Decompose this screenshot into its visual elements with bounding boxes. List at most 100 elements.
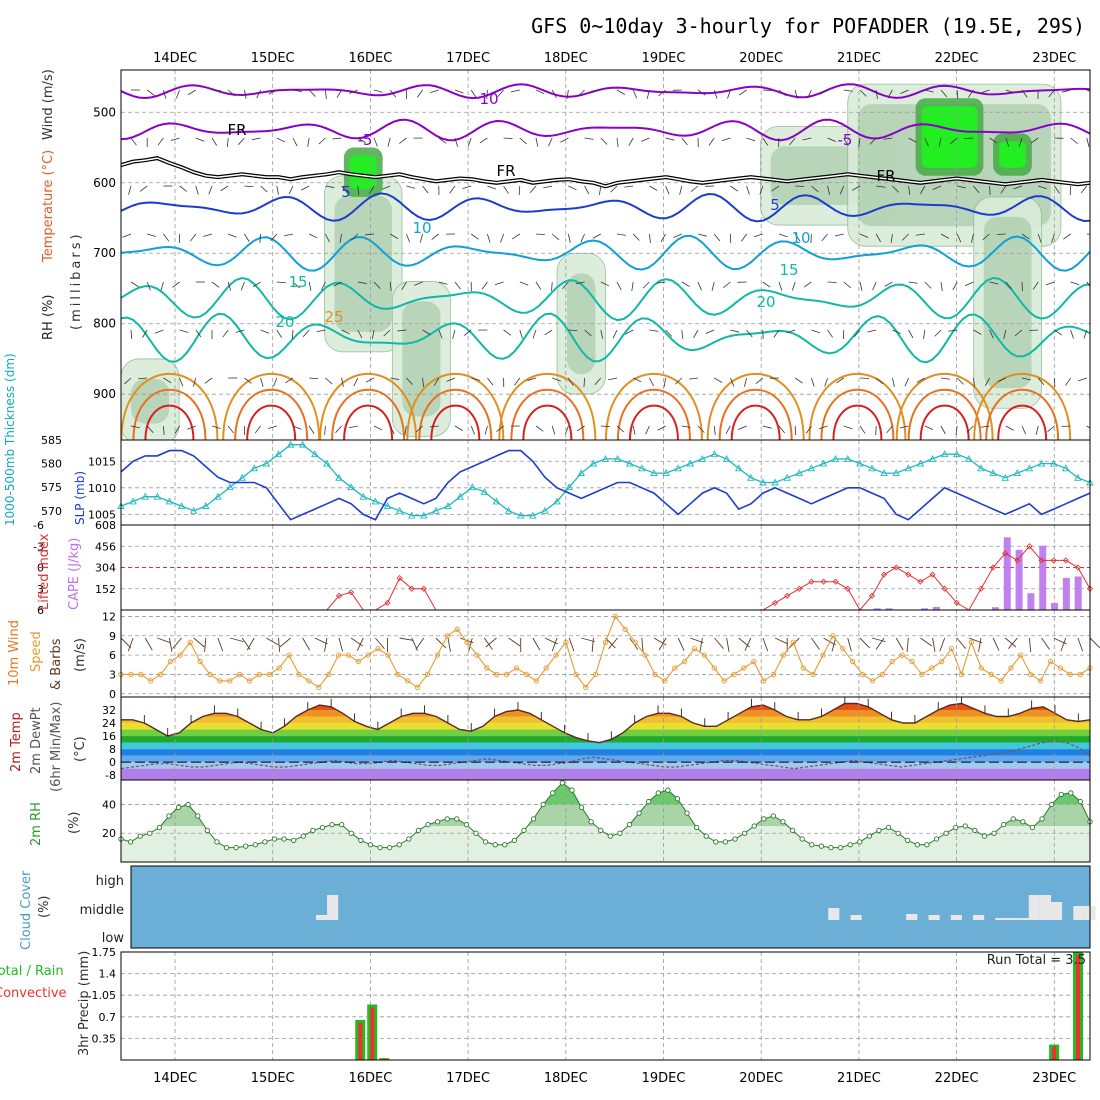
upper-wind-barb bbox=[794, 377, 803, 384]
bottom-date-label: 16DEC bbox=[348, 1071, 392, 1086]
wind-speed-point bbox=[899, 652, 905, 658]
li-point bbox=[1026, 543, 1033, 550]
rh-point bbox=[818, 843, 825, 849]
cloud-middle-bar bbox=[995, 918, 1007, 920]
precip-tick: 1.75 bbox=[92, 946, 117, 959]
upper-wind-barb bbox=[843, 137, 849, 147]
upper-wind-barb bbox=[616, 233, 626, 236]
wind-barb bbox=[658, 637, 667, 651]
isotherm bbox=[121, 83, 1090, 100]
li-point bbox=[396, 575, 403, 582]
upper-wind-barb bbox=[875, 377, 884, 385]
wind-barb bbox=[1004, 637, 1017, 648]
wind-speed-point bbox=[335, 652, 342, 658]
wind-speed-point bbox=[286, 652, 292, 658]
upper-wind-barb bbox=[778, 281, 783, 291]
upper-wind-barb bbox=[307, 137, 310, 147]
upper-wind-barb bbox=[632, 89, 638, 99]
rh-core-bright bbox=[999, 141, 1026, 168]
upper-wind-barb bbox=[438, 137, 447, 144]
wind-speed-point bbox=[780, 652, 787, 658]
upper-wind-barb bbox=[256, 89, 261, 99]
upper-wind-barb bbox=[454, 281, 461, 290]
thickness-point bbox=[444, 502, 452, 510]
upper-wind-barb bbox=[997, 377, 1006, 383]
wind-speed-point bbox=[869, 678, 876, 684]
upper-wind-barb bbox=[467, 137, 472, 147]
thickness-point bbox=[795, 469, 804, 477]
wind-speed-point bbox=[672, 665, 678, 671]
freezing-level-inner bbox=[121, 157, 1090, 188]
upper-wind-barb bbox=[357, 137, 366, 143]
upper-wind-barb bbox=[244, 89, 247, 99]
upper-wind-barb bbox=[471, 377, 480, 381]
wind-barb bbox=[217, 637, 224, 652]
cape-bar bbox=[1062, 577, 1070, 610]
upper-wind-barb bbox=[657, 425, 666, 431]
upper-wind-barb bbox=[124, 377, 132, 385]
top-date-label: 22DEC bbox=[935, 51, 979, 66]
upper-wind-barb bbox=[738, 425, 747, 430]
slp-line bbox=[120, 449, 1091, 521]
rh-point bbox=[271, 836, 278, 842]
upper-wind-barb bbox=[697, 89, 706, 96]
li-point bbox=[990, 564, 997, 571]
upper-wind-barb bbox=[827, 329, 833, 338]
wind-barb bbox=[350, 637, 363, 647]
isotherm bbox=[121, 276, 1090, 322]
upper-wind-barb bbox=[762, 425, 772, 429]
rh-tick: 20 bbox=[102, 827, 116, 840]
upper-wind-barb bbox=[908, 329, 914, 339]
rh-point bbox=[626, 821, 633, 828]
upper-wind-barb bbox=[208, 185, 213, 195]
upper-wind-barb bbox=[142, 329, 148, 338]
thickness-point bbox=[710, 450, 719, 458]
upper-wind-barb bbox=[697, 281, 702, 291]
rh-core-bright bbox=[349, 155, 377, 189]
upper-wind-barb bbox=[308, 89, 316, 97]
wind-barb bbox=[484, 637, 493, 650]
wind-barb bbox=[375, 637, 385, 650]
wind-speed-point bbox=[840, 646, 846, 652]
upper-wind-barb bbox=[389, 281, 392, 291]
upper-wind-barb bbox=[645, 425, 650, 435]
wind-barb bbox=[356, 637, 364, 651]
upper-wind-barb bbox=[591, 89, 601, 92]
upper-wind-barb bbox=[836, 377, 845, 384]
upper-wind-barb bbox=[660, 233, 666, 242]
upper-wind-barb bbox=[302, 329, 310, 337]
li-point bbox=[1086, 585, 1094, 592]
upper-wind-barb bbox=[399, 137, 407, 144]
wind-barb bbox=[699, 637, 703, 652]
rh-point bbox=[204, 827, 210, 834]
wind-speed-point bbox=[197, 658, 203, 665]
thickness-point bbox=[868, 464, 876, 472]
upper-wind-barb bbox=[552, 377, 561, 382]
warm-isotherm bbox=[718, 389, 793, 440]
bottom-date-label: 15DEC bbox=[251, 1071, 295, 1086]
wind-barb bbox=[895, 637, 904, 651]
thickness-point bbox=[529, 511, 537, 519]
top-date-label: 19DEC bbox=[642, 51, 686, 66]
upper-wind-barb bbox=[470, 233, 479, 240]
label-temperature: Temperature (°C) bbox=[41, 150, 56, 263]
upper-wind-barb bbox=[551, 281, 553, 292]
li-point bbox=[1014, 557, 1021, 564]
rh-point bbox=[684, 810, 690, 816]
rh-point bbox=[492, 842, 498, 848]
upper-wind-barb bbox=[548, 137, 553, 147]
upper-wind-barb bbox=[122, 233, 132, 238]
thickness-point bbox=[141, 492, 149, 500]
upper-wind-barb bbox=[843, 89, 853, 92]
rh-point bbox=[1077, 798, 1084, 805]
label-precip-convective: Convective bbox=[0, 986, 67, 1001]
rh-point bbox=[741, 830, 748, 836]
wind-speed-point bbox=[909, 658, 915, 665]
rh-point bbox=[914, 842, 920, 848]
contour-label: 5 bbox=[341, 183, 351, 201]
wind-speed-point bbox=[1018, 652, 1024, 658]
upper-wind-barb bbox=[843, 425, 853, 430]
wind-speed-point bbox=[948, 646, 955, 652]
upper-wind-barb bbox=[1000, 185, 1007, 194]
upper-wind-barb bbox=[273, 377, 278, 387]
